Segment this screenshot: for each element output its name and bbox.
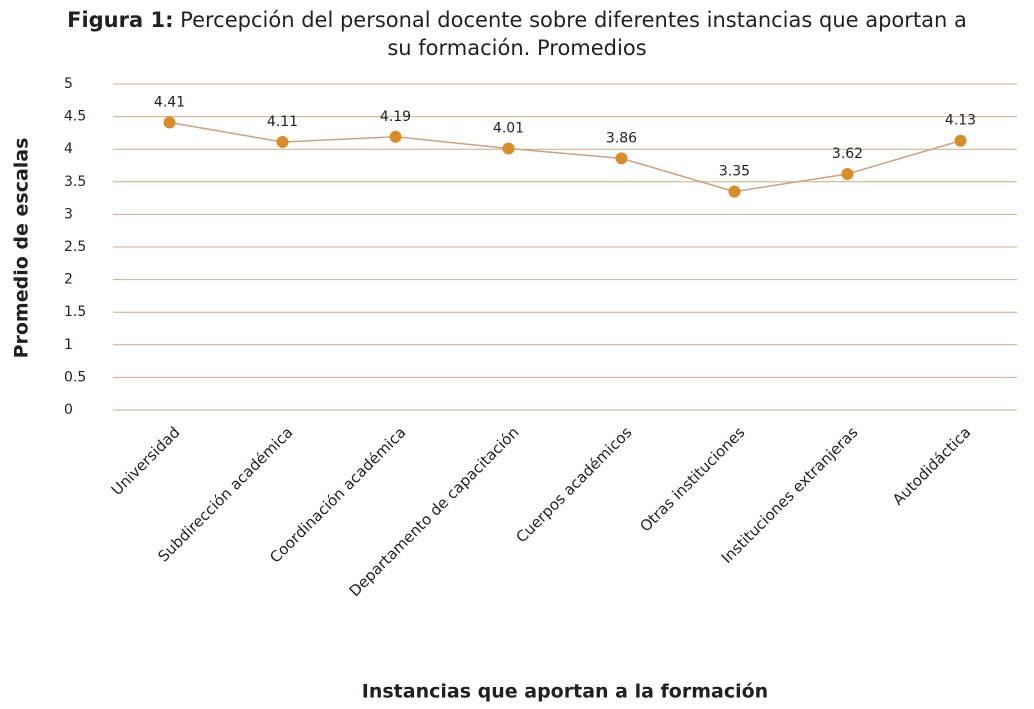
y-tick-label: 0 [64, 402, 73, 418]
marker [728, 185, 741, 198]
data-label: 4.19 [380, 109, 411, 125]
data-label: 4.01 [493, 121, 524, 137]
y-tick-label: 1.5 [64, 304, 86, 320]
y-axis-title: Promedio de escalas [11, 138, 33, 359]
marker [841, 167, 854, 180]
marker [276, 136, 289, 149]
y-tick-label: 2 [64, 272, 73, 288]
marker [615, 152, 628, 165]
marker [954, 134, 967, 147]
x-tick-label: Otras instituciones [636, 423, 748, 535]
x-tick-label: Cuerpos académicos [512, 423, 635, 546]
data-label: 3.86 [606, 130, 637, 146]
title-text: Percepción del personal docente sobre di… [180, 8, 967, 60]
data-label: 4.13 [945, 113, 976, 129]
y-tick-label: 0.5 [64, 369, 86, 385]
x-tick-label: Autodidáctica [889, 423, 975, 509]
data-label: 4.11 [267, 114, 298, 130]
y-tick-label: 3 [64, 206, 73, 222]
data-label: 3.62 [832, 146, 863, 162]
chart-title: Figura 1: Percepción del personal docent… [57, 6, 977, 62]
marker [163, 116, 176, 129]
marker [502, 142, 515, 155]
y-tick-label: 1 [64, 337, 73, 353]
data-label: 4.41 [154, 94, 185, 110]
data-label: 3.35 [719, 164, 750, 180]
title-prefix: Figura 1: [67, 8, 174, 32]
y-tick-label: 2.5 [64, 239, 86, 255]
x-tick-label: Universidad [108, 423, 184, 499]
marker [389, 130, 402, 143]
y-tick-label: 4.5 [64, 109, 86, 125]
y-tick-label: 3.5 [64, 174, 86, 190]
line [169, 121, 961, 193]
x-axis-title: Instancias que aportan a la formación [362, 681, 768, 703]
y-tick-label: 4 [64, 141, 73, 157]
y-tick-label: 5 [64, 76, 73, 92]
